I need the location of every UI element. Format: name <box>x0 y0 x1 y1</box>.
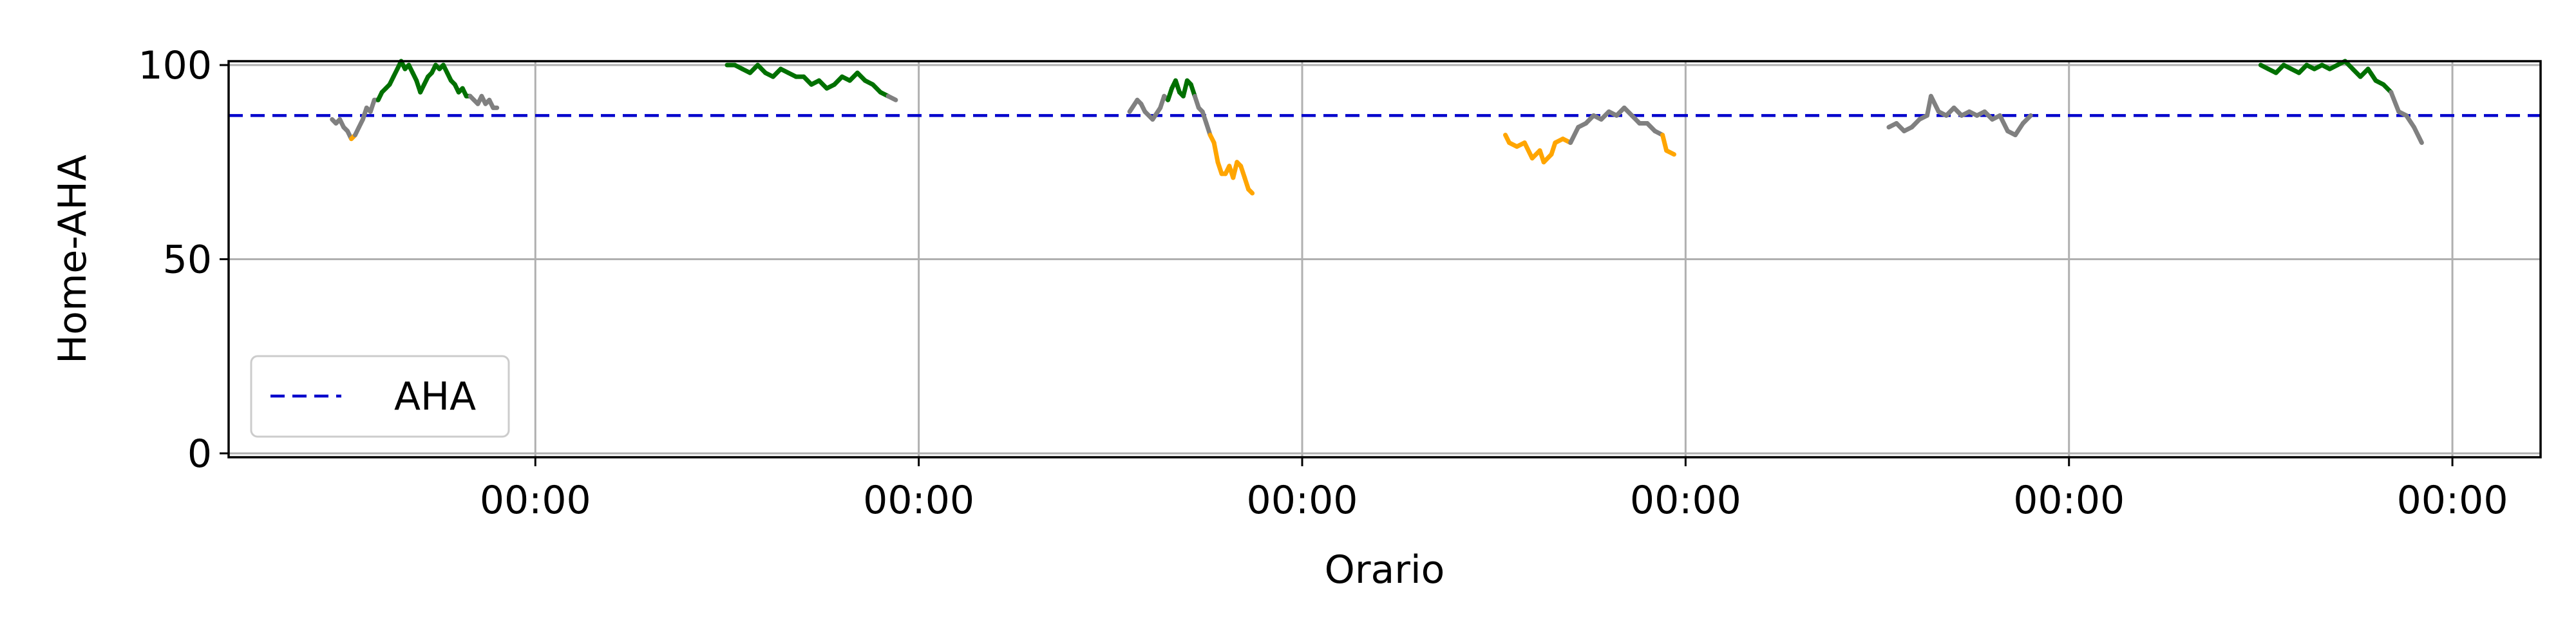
series-segment <box>1568 125 1581 146</box>
series-segment <box>2020 113 2033 126</box>
series-segment <box>2365 66 2378 83</box>
x-tick-label: 00:00 <box>480 478 591 523</box>
y-tick-label: 100 <box>138 43 212 88</box>
x-tick-label: 00:00 <box>1247 478 1358 523</box>
series-segment <box>1664 148 1676 157</box>
series-segment <box>1660 133 1669 153</box>
x-tick-label: 00:00 <box>863 478 974 523</box>
x-tick-label: 00:00 <box>1630 478 1741 523</box>
series-segment <box>1150 105 1163 122</box>
y-axis-label: Home-AHA <box>50 155 95 364</box>
series-1 <box>330 59 500 142</box>
grid <box>229 61 2541 457</box>
series-2 <box>724 62 898 102</box>
y-axis-ticks: 0 50 100 <box>138 43 229 477</box>
series-segment <box>1998 113 2010 133</box>
series-layer <box>330 59 2424 196</box>
series-segment <box>1246 187 1255 196</box>
series-segment <box>1231 160 1240 180</box>
x-tick-label: 00:00 <box>2397 478 2508 523</box>
series-4 <box>1503 105 1676 165</box>
y-tick-label: 50 <box>163 238 212 283</box>
series-5 <box>1886 93 2033 138</box>
series-6 <box>2258 59 2424 146</box>
legend-label-aha: AHA <box>394 374 476 419</box>
x-tick-label: 00:00 <box>2013 478 2125 523</box>
series-3 <box>1127 78 1255 196</box>
series-segment <box>1180 78 1189 99</box>
y-tick-label: 0 <box>187 431 212 477</box>
series-segment <box>1522 140 1535 161</box>
legend-box <box>250 355 510 438</box>
series-segment <box>1127 97 1140 114</box>
legend: AHA <box>250 355 510 438</box>
x-axis-label: Orario <box>1325 547 1445 592</box>
series-segment <box>2012 121 2025 138</box>
series-segment <box>2412 125 2424 146</box>
series-segment <box>1211 140 1220 165</box>
series-segment <box>886 93 898 102</box>
series-segment <box>2389 90 2401 114</box>
x-axis-ticks: 00:00 00:00 00:00 00:00 00:00 00:00 <box>480 457 2508 523</box>
series-segment <box>2404 113 2416 129</box>
series-segment <box>1928 93 1941 114</box>
